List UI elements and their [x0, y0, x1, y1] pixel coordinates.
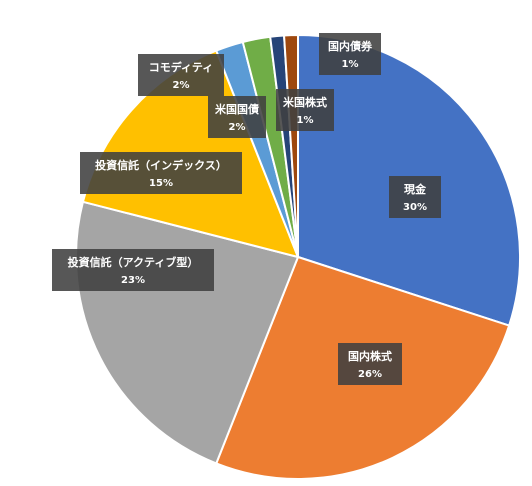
- data-label-percent-7: 1%: [342, 59, 359, 70]
- data-label-0: 現金 30%: [389, 176, 441, 218]
- data-label-box-1: [338, 343, 402, 385]
- data-label-7: 国内債券 1%: [319, 33, 381, 75]
- data-label-box-4: [138, 54, 224, 96]
- data-label-4: コモディティ 2%: [138, 54, 224, 96]
- data-label-percent-2: 23%: [121, 275, 145, 286]
- pie-data-labels: 現金 30% 国内株式 26% 投資信託（アクティブ型） 23% 投資信託（インデックス） 1…: [52, 33, 441, 385]
- data-label-category-3: 投資信託（インデックス）: [95, 158, 227, 172]
- data-label-percent-6: 1%: [297, 115, 314, 126]
- data-label-category-7: 国内債券: [328, 39, 373, 53]
- data-label-3: 投資信託（インデックス） 15%: [80, 152, 242, 194]
- data-label-category-0: 現金: [404, 182, 427, 196]
- data-label-category-1: 国内株式: [348, 349, 392, 363]
- data-label-box-6: [276, 89, 334, 131]
- data-label-percent-4: 2%: [173, 80, 190, 91]
- data-label-2: 投資信託（アクティブ型） 23%: [52, 249, 214, 291]
- data-label-box-5: [208, 96, 266, 138]
- data-label-category-6: 米国株式: [282, 95, 327, 109]
- data-label-box-3: [80, 152, 242, 194]
- data-label-percent-5: 2%: [229, 122, 246, 133]
- data-label-category-2: 投資信託（アクティブ型）: [68, 255, 199, 269]
- data-label-box-0: [389, 176, 441, 218]
- data-label-box-2: [52, 249, 214, 291]
- data-label-category-5: 米国国債: [214, 102, 259, 116]
- data-label-5: 米国国債 2%: [208, 96, 266, 138]
- data-label-percent-0: 30%: [403, 202, 427, 213]
- data-label-box-7: [319, 33, 381, 75]
- data-label-percent-1: 26%: [358, 369, 382, 380]
- data-label-1: 国内株式 26%: [338, 343, 402, 385]
- data-label-percent-3: 15%: [149, 178, 173, 189]
- data-label-category-4: コモディティ: [149, 60, 214, 74]
- data-label-6: 米国株式 1%: [276, 89, 334, 131]
